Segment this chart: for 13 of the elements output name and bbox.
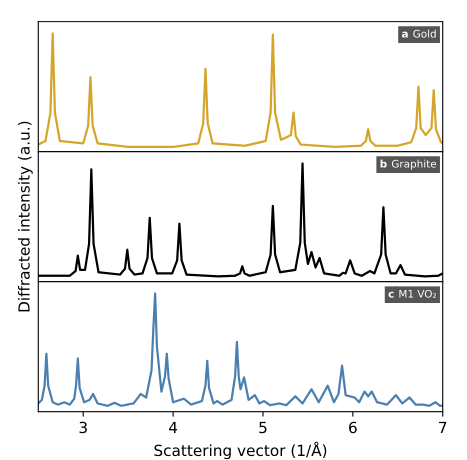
text: Gold (413, 30, 436, 38)
x-axis-title: Scattering vector (1/Å) (154, 442, 326, 460)
y-axis-title: Diffracted intensity (a.u.) (18, 122, 33, 312)
annotation: b (380, 160, 387, 168)
x-tick-label: 3 (80, 422, 87, 434)
text: Graphite (392, 160, 436, 170)
x-tick-label: 7 (439, 422, 446, 434)
x-tick-label: 6 (349, 422, 357, 434)
annotation: a (402, 32, 408, 38)
x-tick-label: 5 (259, 422, 266, 434)
annotation: c (388, 292, 394, 298)
text: M1 VO₂ (399, 290, 436, 298)
x-tick-label: 4 (168, 422, 178, 434)
